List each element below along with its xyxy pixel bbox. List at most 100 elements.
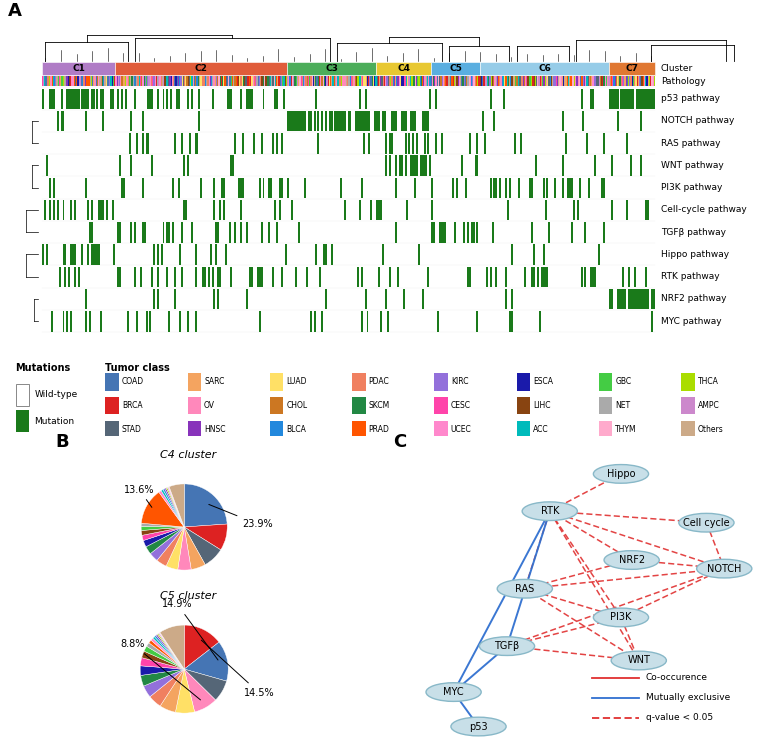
- Bar: [72, 88, 74, 109]
- Text: SARC: SARC: [204, 377, 224, 386]
- Bar: [482, 76, 483, 86]
- Bar: [578, 76, 579, 86]
- Bar: [594, 267, 596, 287]
- Bar: [315, 244, 317, 265]
- Bar: [442, 76, 444, 86]
- Bar: [338, 111, 340, 132]
- Bar: [130, 155, 132, 176]
- Bar: [477, 222, 478, 243]
- Text: Hippo pathway: Hippo pathway: [661, 249, 729, 259]
- Bar: [213, 289, 216, 309]
- Wedge shape: [157, 527, 184, 566]
- Bar: [94, 244, 97, 265]
- Bar: [74, 267, 76, 287]
- Bar: [373, 76, 374, 86]
- Bar: [374, 111, 376, 132]
- Bar: [233, 76, 234, 86]
- Bar: [421, 76, 422, 86]
- Bar: [284, 88, 285, 109]
- Bar: [632, 88, 634, 109]
- Bar: [272, 133, 274, 153]
- Bar: [433, 76, 434, 86]
- Bar: [325, 76, 326, 86]
- Bar: [169, 76, 171, 86]
- Bar: [414, 155, 416, 176]
- Bar: [210, 244, 212, 265]
- Bar: [592, 88, 594, 109]
- Bar: [562, 111, 564, 132]
- Bar: [94, 76, 96, 86]
- Bar: [412, 133, 414, 153]
- Bar: [368, 133, 370, 153]
- Bar: [367, 76, 368, 86]
- Bar: [100, 200, 102, 220]
- Bar: [93, 244, 95, 265]
- Bar: [154, 76, 156, 86]
- Bar: [235, 76, 237, 86]
- Bar: [632, 289, 634, 309]
- Bar: [538, 76, 540, 86]
- Bar: [503, 76, 504, 86]
- Bar: [591, 76, 593, 86]
- Bar: [500, 76, 502, 86]
- Bar: [636, 88, 638, 109]
- Bar: [477, 311, 478, 332]
- Text: p53 pathway: p53 pathway: [661, 94, 720, 103]
- Bar: [424, 133, 425, 153]
- Bar: [626, 133, 628, 153]
- Text: OV: OV: [204, 401, 215, 410]
- Bar: [435, 76, 437, 86]
- Bar: [199, 76, 200, 86]
- Bar: [486, 267, 488, 287]
- Bar: [341, 76, 342, 86]
- Bar: [353, 76, 354, 86]
- Bar: [580, 267, 583, 287]
- Text: C7: C7: [626, 64, 639, 73]
- Bar: [640, 88, 642, 109]
- Bar: [79, 76, 81, 86]
- Bar: [498, 76, 499, 86]
- Bar: [653, 289, 655, 309]
- Bar: [520, 76, 521, 86]
- Bar: [643, 88, 646, 109]
- Bar: [92, 76, 93, 86]
- Bar: [168, 222, 170, 243]
- Bar: [317, 133, 319, 153]
- Bar: [385, 76, 386, 86]
- Bar: [639, 76, 640, 86]
- Bar: [244, 76, 245, 86]
- Text: RAS: RAS: [515, 584, 534, 593]
- Bar: [212, 76, 213, 86]
- Bar: [168, 311, 170, 332]
- Bar: [484, 133, 486, 153]
- Bar: [647, 289, 650, 309]
- Bar: [431, 76, 432, 86]
- Bar: [378, 200, 380, 220]
- Bar: [329, 76, 330, 86]
- Bar: [483, 76, 485, 86]
- Bar: [104, 76, 106, 86]
- Bar: [177, 76, 178, 86]
- Bar: [561, 76, 562, 86]
- Text: RTK pathway: RTK pathway: [661, 272, 720, 281]
- Bar: [241, 178, 244, 198]
- Bar: [617, 111, 619, 132]
- Bar: [403, 111, 404, 132]
- Bar: [216, 76, 217, 86]
- Bar: [545, 200, 547, 220]
- Bar: [98, 76, 100, 86]
- Bar: [89, 222, 91, 243]
- Bar: [455, 76, 456, 86]
- Bar: [543, 244, 545, 265]
- Wedge shape: [142, 527, 184, 541]
- Bar: [140, 267, 142, 287]
- Bar: [253, 133, 255, 153]
- Bar: [621, 76, 622, 86]
- Text: TGFβ: TGFβ: [495, 641, 520, 651]
- Bar: [69, 267, 70, 287]
- Bar: [602, 76, 604, 86]
- Bar: [444, 222, 446, 243]
- Bar: [531, 222, 534, 243]
- Bar: [551, 76, 552, 86]
- Bar: [492, 222, 494, 243]
